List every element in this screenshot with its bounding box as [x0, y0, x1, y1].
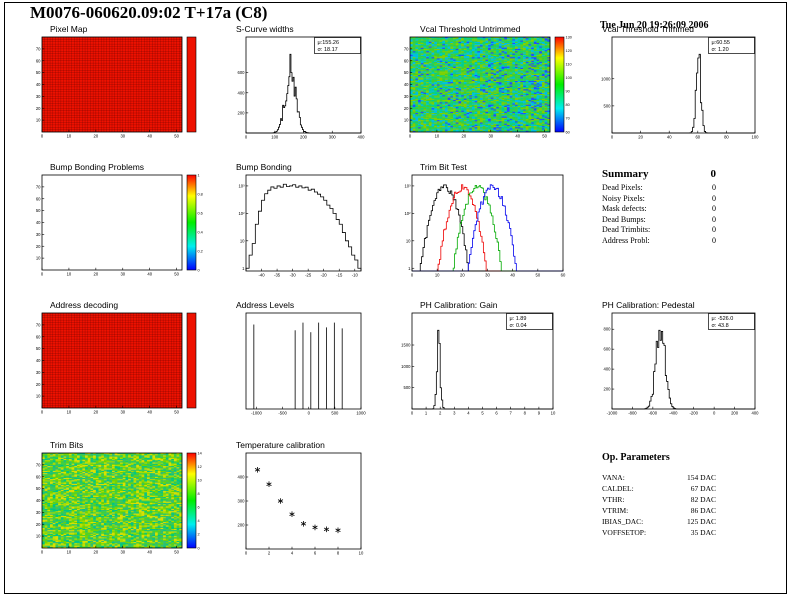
ph-calibration-pedestal-title: PH Calibration: Pedestal: [602, 300, 695, 310]
trim-bit-test-title: Trim Bit Test: [420, 162, 467, 172]
op-parameters-block: Op. Parameters VANA: 154 DAC CALDEL: 67 …: [602, 452, 716, 538]
panel-vcal-threshold-trimmed: Vcal Threshold Trimmed: [596, 24, 760, 148]
address-decoding-title: Address decoding: [50, 300, 119, 310]
pixel-map-chart: [28, 34, 204, 148]
bump-bonding-problems-title: Bump Bonding Problems: [50, 162, 145, 172]
panel-scurve-widths: S-Curve widths: [230, 24, 366, 148]
panel-trim-bit-test: Trim Bit Test: [396, 162, 568, 286]
pixel-map-title: Pixel Map: [50, 24, 88, 34]
summary-item-dead-trimbits: Dead Trimbits: 0: [602, 225, 716, 236]
panel-bump-bonding: Bump Bonding: [230, 162, 366, 286]
ph-calibration-gain-chart: [396, 310, 558, 424]
trim-bit-test-chart: [396, 172, 568, 286]
summary-item-address-probl: Address Probl: 0: [602, 236, 716, 247]
panel-temperature-calibration: Temperature calibration: [230, 440, 366, 564]
panel-ph-calibration-pedestal: PH Calibration: Pedestal: [596, 300, 760, 424]
op-param-label: VTRIM:: [602, 506, 629, 515]
op-param-label: VANA:: [602, 473, 625, 482]
summary-item-label: Noisy Pixels:: [602, 193, 645, 203]
address-levels-title: Address Levels: [236, 300, 295, 310]
temperature-calibration-title: Temperature calibration: [236, 440, 325, 450]
panel-address-decoding: Address decoding: [28, 300, 204, 424]
panel-ph-calibration-gain: PH Calibration: Gain: [396, 300, 558, 424]
panel-address-levels: Address Levels: [230, 300, 366, 424]
summary-item-value: 0: [712, 214, 716, 224]
op-param-label: VOFFSETOP:: [602, 528, 647, 537]
panel-bump-bonding-problems: Bump Bonding Problems: [28, 162, 204, 286]
panel-vcal-threshold-untrimmed: Vcal Threshold Untrimmed: [396, 24, 572, 148]
summary-item-label: Dead Bumps:: [602, 214, 646, 224]
op-param-value: 86 DAC: [690, 506, 716, 515]
summary-item-dead-pixels: Dead Pixels: 0: [602, 183, 716, 194]
panel-pixel-map: Pixel Map: [28, 24, 204, 148]
op-param-value: 67 DAC: [690, 484, 716, 493]
trim-bits-chart: [28, 450, 204, 564]
summary-item-value: 0: [712, 193, 716, 203]
summary-item-label: Dead Trimbits:: [602, 225, 651, 234]
scurve-widths-title: S-Curve widths: [236, 24, 294, 34]
summary-item-mask-defects: Mask defects: 0: [602, 204, 716, 215]
op-param-value: 125 DAC: [687, 517, 716, 526]
summary-total: 0: [710, 168, 717, 180]
op-param-label: CALDEL:: [602, 484, 634, 493]
summary-item-dead-bumps: Dead Bumps: 0: [602, 215, 716, 226]
timestamp: Tue Jun 20 19:26:09 2006: [600, 20, 709, 31]
op-param-caldel: CALDEL: 67 DAC: [602, 483, 716, 494]
summary-item-noisy-pixels: Noisy Pixels: 0: [602, 194, 716, 205]
summary-item-value: 0: [712, 235, 716, 245]
op-param-voffsetop: VOFFSETOP: 35 DAC: [602, 527, 716, 538]
op-param-label: IBIAS_DAC:: [602, 517, 644, 526]
summary-header: Summary 0: [602, 168, 716, 180]
temperature-calibration-chart: [230, 450, 366, 564]
panel-trim-bits: Trim Bits: [28, 440, 204, 564]
op-parameters-header: Op. Parameters: [602, 452, 716, 463]
op-param-vana: VANA: 154 DAC: [602, 472, 716, 483]
op-param-vthr: VTHR: 82 DAC: [602, 494, 716, 505]
vcal-threshold-trimmed-chart: [596, 34, 760, 148]
op-param-value: 35 DAC: [690, 528, 716, 537]
ph-calibration-gain-title: PH Calibration: Gain: [420, 300, 498, 310]
summary-item-value: 0: [712, 183, 716, 192]
summary-title: Summary: [602, 168, 649, 180]
bump-bonding-title: Bump Bonding: [236, 162, 292, 172]
summary-block: Summary 0 Dead Pixels: 0 Noisy Pixels: 0…: [602, 168, 716, 246]
op-parameters-title: Op. Parameters: [602, 452, 670, 463]
scurve-widths-chart: [230, 34, 366, 148]
address-decoding-chart: [28, 310, 204, 424]
address-levels-chart: [230, 310, 366, 424]
trim-bits-title: Trim Bits: [50, 440, 84, 450]
op-param-label: VTHR:: [602, 495, 625, 504]
summary-item-label: Mask defects:: [602, 204, 647, 213]
summary-item-value: 0: [712, 204, 716, 213]
op-param-ibias-dac: IBIAS_DAC: 125 DAC: [602, 516, 716, 527]
summary-item-label: Dead Pixels:: [602, 183, 643, 192]
op-param-value: 82 DAC: [690, 495, 716, 504]
summary-item-value: 0: [712, 225, 716, 234]
vcal-threshold-untrimmed-chart: [396, 34, 572, 148]
ph-calibration-pedestal-chart: [596, 310, 760, 424]
op-param-value: 154 DAC: [687, 473, 716, 482]
page-title: M0076-060620.09:02 T+17a (C8): [30, 3, 268, 22]
bump-bonding-problems-chart: [28, 172, 204, 286]
bump-bonding-chart: [230, 172, 366, 286]
summary-item-label: Address Probl:: [602, 235, 650, 245]
vcal-threshold-trimmed-title: Vcal Threshold Trimmed: [602, 24, 694, 34]
canvas-border: [4, 2, 787, 594]
op-param-vtrim: VTRIM: 86 DAC: [602, 505, 716, 516]
vcal-threshold-untrimmed-title: Vcal Threshold Untrimmed: [420, 24, 521, 34]
